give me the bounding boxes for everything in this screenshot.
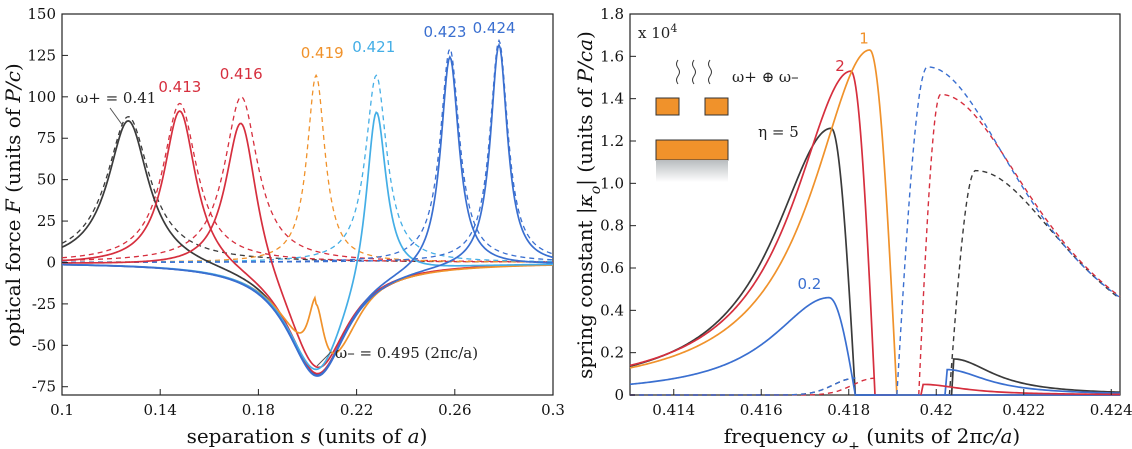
left-x-tick-label: 0.14	[143, 401, 176, 419]
right-x-tick-label: 0.414	[652, 401, 695, 419]
left-y-tick-label: 150	[27, 5, 56, 23]
left-annotation-plus-pointer	[109, 107, 124, 127]
left-series-label-0.424: 0.424	[473, 19, 516, 37]
right-y-tick-label: 0.4	[600, 301, 624, 319]
substrate-block	[655, 139, 729, 161]
right-series-label-1: 1	[859, 30, 869, 48]
left-curve-0.419	[61, 263, 554, 355]
right-x-tick-label: 0.42	[920, 401, 953, 419]
right-curve-0.2	[629, 296, 1120, 396]
left-y-tick-label: 50	[37, 171, 56, 189]
left-y-tick-label: 100	[27, 88, 56, 106]
left-dashed-curve-0.413	[61, 102, 553, 263]
right-x-tick-label: 0.424	[1090, 401, 1132, 419]
right-dashed-curve-5	[948, 169, 1121, 396]
right-curve-1	[629, 49, 1120, 396]
left-y-axis-label: optical force F (units of P/c)	[1, 63, 25, 346]
left-x-tick-label: 0.3	[541, 401, 565, 419]
right-series-label-2: 2	[835, 57, 845, 75]
left-curve-0.41	[61, 119, 554, 376]
right-x-tick-label: 0.416	[740, 401, 783, 419]
right-chart: 0.414 0.416 0.418 0.42 0.422 0.4241.81.61.41.…	[573, 5, 1132, 449]
slab-left-block	[655, 97, 680, 116]
left-y-tick-label: 0	[46, 253, 56, 271]
right-y-tick-label: 1.6	[600, 47, 624, 65]
right-curve-2	[629, 70, 1120, 396]
wave-3-icon	[708, 59, 712, 85]
left-y-tick-label: 125	[27, 46, 56, 64]
substrate-shadow	[656, 160, 728, 182]
right-bump-curve-0	[950, 358, 1121, 396]
left-x-tick-label: 0.22	[340, 401, 373, 419]
left-series-label-0.419: 0.419	[301, 44, 344, 62]
right-dashed-low-curve-2	[630, 377, 876, 396]
left-series-label-0.416: 0.416	[220, 65, 263, 83]
left-y-tick-label: -25	[32, 295, 56, 313]
y-scale-label: x 104	[638, 22, 677, 43]
left-dashed-curve-0.416	[61, 96, 553, 263]
left-annotation-minus: ω– = 0.495 (2πc/a)	[335, 344, 478, 362]
left-dashed-curve-0.424	[62, 38, 554, 263]
right-x-tick-label: 0.418	[827, 401, 870, 419]
right-bump-curve-2	[920, 383, 1121, 396]
right-y-tick-label: 1.4	[600, 90, 624, 108]
inset-diagram: ω+ ⊕ ω–	[655, 59, 799, 182]
left-curve-0.424	[61, 42, 554, 377]
left-x-tick-label: 0.18	[242, 401, 275, 419]
left-y-tick-label: 75	[37, 129, 56, 147]
left-annotation-minus-pointer	[316, 351, 332, 367]
left-y-tick-label: 25	[37, 212, 56, 230]
right-y-tick-label: 0	[614, 386, 624, 404]
wave-2-icon	[692, 59, 696, 85]
left-x-axis-label: separation s (units of a)	[187, 424, 428, 448]
left-annotation-plus: ω+ = 0.41	[76, 89, 156, 107]
right-y-axis-label: spring constant |κo| (units of P/ca)	[573, 31, 604, 379]
right-y-tick-label: 1.0	[600, 174, 624, 192]
right-eta-label: η = 5	[758, 123, 799, 141]
left-y-tick-label: -50	[32, 336, 56, 354]
right-dashed-curve-0.2	[896, 66, 1121, 396]
left-plot-frame	[61, 13, 554, 396]
left-series-label-0.413: 0.413	[158, 78, 201, 96]
right-y-tick-label: 0.8	[600, 217, 624, 235]
wave-1-icon	[676, 59, 680, 85]
right-x-axis-label: frequency ω+ (units of 2πc/a)	[724, 424, 1020, 449]
right-y-tick-label: 0.2	[600, 344, 624, 362]
right-dashed-low-curve-0.2	[630, 377, 856, 396]
right-y-tick-label: 1.8	[600, 5, 624, 23]
left-y-tick-label: -75	[32, 378, 56, 396]
left-x-tick-label: 0.26	[438, 401, 471, 419]
left-x-tick-label: 0.1	[50, 401, 74, 419]
right-y-tick-label: 0.6	[600, 259, 624, 277]
right-y-tick-label: 1.2	[600, 132, 624, 150]
left-series-label-0.421: 0.421	[352, 38, 395, 56]
right-series-label-0.2: 0.2	[797, 275, 821, 293]
right-x-tick-label: 0.422	[1002, 401, 1045, 419]
inset-label: ω+ ⊕ ω–	[732, 68, 799, 86]
left-dashed-curve-0.41	[61, 116, 553, 263]
left-curve-0.416	[62, 122, 554, 369]
right-bump-curve-1	[944, 368, 1121, 396]
left-dashed-curve-0.423	[62, 47, 554, 263]
left-chart: 0.1 0.14 0.18 0.22 0.26 0.3 150 125 100 75 50 25 0 -2…	[1, 5, 565, 448]
right-dashed-curve-2	[918, 93, 1121, 396]
left-series-label-0.423: 0.423	[424, 23, 467, 41]
slab-right-block	[704, 97, 729, 116]
